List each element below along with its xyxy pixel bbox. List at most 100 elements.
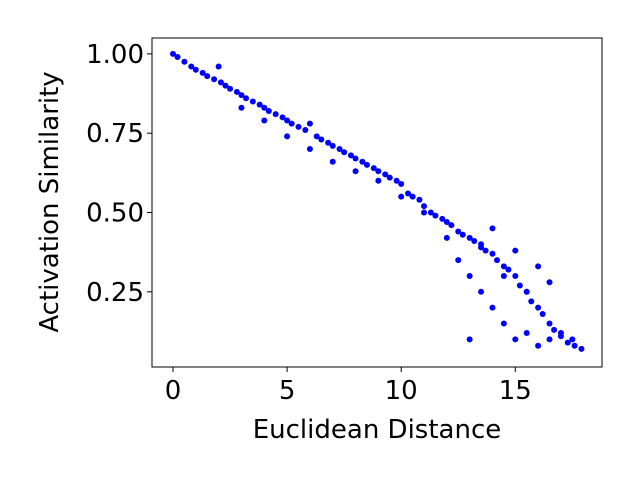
point [318, 136, 325, 143]
point [523, 330, 530, 337]
x-tick-label: 15 [499, 376, 532, 406]
point [505, 266, 512, 273]
point [557, 330, 564, 337]
point [192, 66, 199, 73]
point [489, 250, 496, 257]
point [409, 193, 416, 200]
point [313, 133, 320, 140]
point [169, 50, 176, 57]
point [215, 63, 222, 70]
point [443, 219, 450, 226]
point [448, 222, 455, 229]
point [265, 107, 272, 114]
point [352, 155, 359, 162]
y-axis-label: Activation Similarity [35, 71, 65, 332]
point [478, 241, 485, 248]
point [512, 247, 519, 254]
point [516, 282, 523, 289]
point [325, 139, 332, 146]
point [238, 104, 245, 111]
point [398, 193, 405, 200]
point [261, 117, 268, 124]
point [455, 257, 462, 264]
y-tick-label: 0.75 [86, 119, 144, 149]
point [279, 114, 286, 121]
point [227, 85, 234, 92]
point [546, 336, 553, 343]
x-tick-label: 0 [165, 376, 182, 406]
point [238, 92, 245, 99]
x-axis-label: Euclidean Distance [253, 415, 502, 445]
point [569, 336, 576, 343]
point [375, 168, 382, 175]
y-tick-label: 0.25 [86, 278, 144, 308]
point [489, 304, 496, 311]
point [571, 342, 578, 349]
point [405, 190, 412, 197]
point [432, 212, 439, 219]
point [352, 168, 359, 175]
point [439, 215, 446, 222]
point [421, 209, 428, 216]
point [341, 149, 348, 156]
x-tick-label: 10 [385, 376, 418, 406]
point [375, 177, 382, 184]
point [284, 117, 291, 124]
point [546, 320, 553, 327]
point [211, 76, 218, 83]
x-tick-label: 5 [279, 376, 296, 406]
point [578, 345, 585, 352]
point [188, 63, 195, 70]
point [471, 238, 478, 245]
point [393, 177, 400, 184]
point [295, 123, 302, 130]
point [500, 272, 507, 279]
point [363, 161, 370, 168]
point [386, 174, 393, 181]
point [284, 133, 291, 140]
point [222, 82, 229, 89]
point [329, 142, 336, 149]
point [455, 228, 462, 235]
point [459, 231, 466, 238]
point [421, 203, 428, 210]
point [528, 298, 535, 305]
point [199, 69, 206, 76]
y-tick-label: 1.00 [86, 40, 144, 70]
point [489, 225, 496, 232]
point [306, 146, 313, 153]
point [398, 180, 405, 187]
point [512, 336, 519, 343]
point [535, 342, 542, 349]
point [382, 171, 389, 178]
point [204, 73, 211, 80]
point [347, 152, 354, 159]
point [243, 95, 250, 102]
point [564, 339, 571, 346]
point [500, 320, 507, 327]
point [494, 257, 501, 264]
point [261, 104, 268, 111]
plot-frame [151, 37, 603, 368]
point [249, 98, 256, 105]
point [482, 247, 489, 254]
point [302, 127, 309, 134]
point [535, 263, 542, 270]
point [336, 146, 343, 153]
point [523, 288, 530, 295]
point [288, 120, 295, 127]
point [466, 336, 473, 343]
point [181, 58, 188, 65]
y-tick-label: 0.50 [86, 198, 144, 228]
point [217, 79, 224, 86]
point [546, 279, 553, 286]
point [500, 263, 507, 270]
point [233, 88, 240, 95]
point [512, 272, 519, 279]
point [466, 234, 473, 241]
point [478, 288, 485, 295]
point [306, 120, 313, 127]
point [370, 165, 377, 172]
point [551, 326, 558, 333]
